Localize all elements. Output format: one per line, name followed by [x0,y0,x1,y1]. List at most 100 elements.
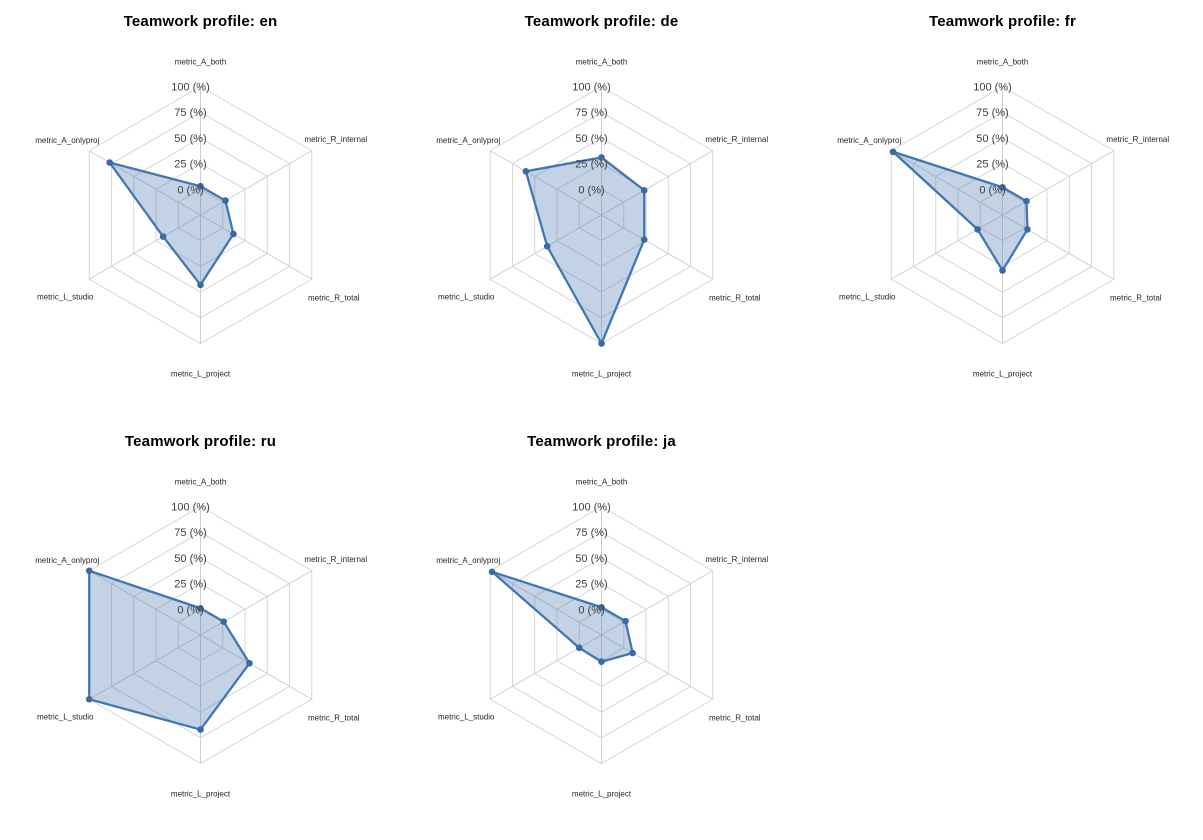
chart-title-ru: Teamwork profile: ru [124,433,277,450]
vertex-dot [640,187,648,194]
vertex-dot [999,183,1006,191]
vertex-dot [622,617,629,625]
metric-axis-label: metric_R_total [308,293,360,302]
vertex-dot [598,658,605,666]
metric-axis-label: metric_L_project [171,790,231,799]
radial-tick-label: 75 (%) [575,527,607,539]
chart-title-fr: Teamwork profile: fr [928,13,1077,30]
axis-spoke [200,570,313,636]
axis-spoke [601,570,714,636]
radial-tick-label: 25 (%) [575,579,607,591]
axis-spoke [489,150,602,216]
radial-tick-label: 75 (%) [976,107,1008,119]
vertex-dot [197,182,204,190]
vertex-dot [640,236,648,243]
metric-axis-label: metric_L_project [171,370,231,379]
vertex-dot [974,226,981,233]
radial-tick-label: 25 (%) [174,579,206,591]
axis-spoke [1002,214,1115,280]
axis-spoke [890,150,1003,216]
vertex-dot [159,233,167,240]
vertex-dot [197,726,204,733]
vertex-dot [197,604,204,612]
radar-chart-en: 100 (%) 75 (%) 50 (%) 25 (%) 0 (%) metric_A_b… [35,58,367,379]
radar-chart-de: 100 (%) 75 (%) 50 (%) 25 (%) 0 (%) metric_A_b… [436,58,768,379]
metric-axis-label: metric_L_project [572,790,632,799]
radial-tick-label: 50 (%) [575,553,607,565]
metric-axis-label: metric_L_studio [839,292,896,301]
radial-tick-label: 75 (%) [174,107,206,119]
panel-ja: Teamwork profile: ja 100 (%) 75 (%) 50 (%)… [401,420,802,840]
metric-axis-label: metric_A_onlyproj [35,136,99,145]
radial-tick-label: 0 (%) [578,604,604,616]
vertex-dot [246,659,253,667]
series-polygon [88,569,251,731]
axis-spoke [890,214,1003,280]
vertex-dot [85,695,93,703]
metric-axis-label: metric_A_both [576,478,628,487]
panel-empty [802,420,1203,840]
series-polygon [108,161,235,287]
radial-tick-label: 100 (%) [572,82,611,94]
axis-spoke [489,634,602,700]
radial-tick-label: 0 (%) [177,184,203,196]
vertex-dot [629,649,636,657]
radial-tick-label: 75 (%) [174,527,206,539]
radar-chart-ja: 100 (%) 75 (%) 50 (%) 25 (%) 0 (%) metric_A_b… [436,478,768,799]
metric-axis-label: metric_A_onlyproj [35,556,99,565]
metric-axis-label: metric_R_total [709,293,761,302]
axis-spoke [200,214,313,280]
axis-spoke [601,150,714,216]
radial-tick-label: 25 (%) [575,159,607,171]
axis-spoke [200,634,313,700]
axis-spoke [1002,150,1115,216]
chart-title-en: Teamwork profile: en [123,13,278,30]
radial-tick-label: 50 (%) [174,553,206,565]
vertex-dot [222,197,229,204]
axis-spoke [601,634,714,700]
radar-chart-fr: 100 (%) 75 (%) 50 (%) 25 (%) 0 (%) metric_A_b… [837,58,1169,379]
vertex-dot [575,644,583,652]
metric-axis-label: metric_R_internal [705,135,768,144]
radial-tick-label: 100 (%) [973,82,1012,94]
panel-ru: Teamwork profile: ru 100 (%) 75 (%) 50 (%)… [0,420,401,840]
metric-axis-label: metric_L_studio [37,292,94,301]
chart-title-de: Teamwork profile: de [524,13,679,30]
radial-tick-label: 25 (%) [174,159,206,171]
metric-axis-label: metric_A_onlyproj [436,556,500,565]
radial-tick-label: 75 (%) [575,107,607,119]
metric-axis-label: metric_R_internal [304,555,367,564]
panel-de: Teamwork profile: de 100 (%) 75 (%) 50 (%)… [401,0,802,420]
metric-axis-label: metric_A_both [175,58,227,67]
radial-tick-label: 25 (%) [976,159,1008,171]
radial-tick-label: 0 (%) [177,604,203,616]
axis-spoke [489,570,602,636]
axis-spoke [601,214,714,280]
axis-spoke [88,214,201,280]
radial-tick-label: 0 (%) [578,184,604,196]
vertex-dot [106,159,113,166]
metric-axis-label: metric_R_total [308,713,360,722]
vertex-dot [1023,197,1030,205]
axis-spoke [88,570,201,636]
vertex-dot [1024,226,1031,233]
radial-tick-label: 100 (%) [171,502,210,514]
chart-title-ja: Teamwork profile: ja [527,433,676,450]
vertex-dot [488,568,496,576]
vertex-dot [220,618,227,625]
metric-axis-label: metric_L_project [572,370,632,379]
vertex-dot [598,154,605,161]
radar-chart-ru: 100 (%) 75 (%) 50 (%) 25 (%) 0 (%) metric_A_b… [35,478,367,799]
metric-axis-label: metric_A_onlyproj [837,136,901,145]
radial-tick-label: 50 (%) [575,133,607,145]
series-polygon [490,570,634,663]
metric-axis-label: metric_R_internal [1106,135,1169,144]
radial-tick-label: 100 (%) [572,502,611,514]
vertex-dot [889,148,897,156]
radial-tick-label: 100 (%) [171,82,210,94]
vertex-dot [543,243,551,250]
vertex-dot [598,340,605,347]
radial-tick-label: 50 (%) [976,133,1008,145]
vertex-dot [999,267,1006,274]
